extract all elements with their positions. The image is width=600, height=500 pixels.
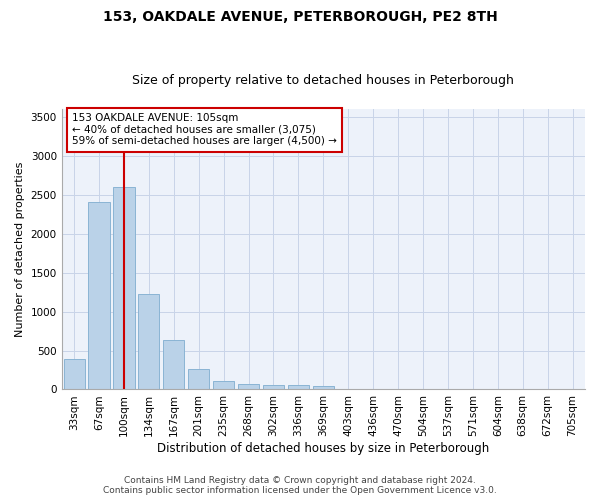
Bar (113, 187, 134, 390)
Text: 153, OAKDALE AVENUE, PETERBOROUGH, PE2 8TH: 153, OAKDALE AVENUE, PETERBOROUGH, PE2 8… (103, 10, 497, 24)
Text: 153 OAKDALE AVENUE: 105sqm
← 40% of detached houses are smaller (3,075)
59% of s: 153 OAKDALE AVENUE: 105sqm ← 40% of deta… (72, 113, 337, 146)
Bar (213, 381, 234, 390)
Y-axis label: Number of detached properties: Number of detached properties (15, 162, 25, 337)
Bar (188, 369, 209, 390)
Bar (163, 340, 184, 390)
Bar (238, 384, 259, 390)
Bar (263, 385, 284, 390)
Bar (288, 385, 309, 390)
Text: Contains HM Land Registry data © Crown copyright and database right 2024.
Contai: Contains HM Land Registry data © Crown c… (103, 476, 497, 495)
X-axis label: Distribution of detached houses by size in Peterborough: Distribution of detached houses by size … (157, 442, 490, 455)
Bar (64, 359, 85, 390)
Bar (88, 202, 110, 390)
Bar (313, 386, 334, 390)
Title: Size of property relative to detached houses in Peterborough: Size of property relative to detached ho… (133, 74, 514, 87)
Bar (138, 294, 160, 390)
